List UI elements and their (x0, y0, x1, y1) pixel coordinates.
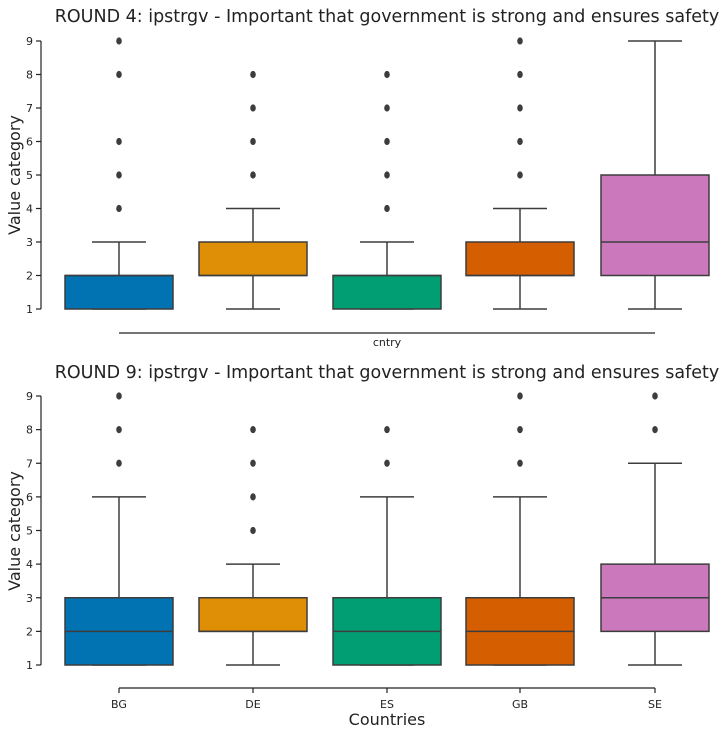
outlier-point (250, 526, 256, 535)
outlier-point (517, 459, 523, 467)
box-es (332, 426, 442, 666)
plot-area: 1 2 3 4 5 6 7 8 9 (26, 35, 710, 334)
iqr-box (332, 274, 442, 310)
outlier-point (384, 70, 390, 79)
box-de (198, 426, 308, 666)
iqr-box (64, 274, 174, 310)
y-tick-label: 9 (26, 390, 33, 403)
chart-panel-round-4: ROUND 4: ipstrgv - Important that govern… (5, 7, 719, 349)
outlier-point (517, 137, 523, 146)
outlier-point (116, 37, 122, 45)
outlier-point (116, 171, 122, 179)
y-tick-label: 6 (26, 491, 33, 504)
y-axis-label: Value category (5, 115, 24, 235)
y-tick-label: 1 (26, 303, 33, 316)
outlier-point (116, 392, 122, 400)
chart-title: ROUND 9: ipstrgv - Important that govern… (55, 363, 719, 383)
box-bg (64, 392, 174, 666)
outlier-point (116, 137, 122, 146)
iqr-box (198, 597, 308, 633)
y-tick-label: 2 (26, 625, 33, 638)
x-axis-label: cntry (373, 336, 402, 349)
box-gb (465, 392, 575, 666)
outlier-point (652, 392, 658, 400)
box-es (332, 70, 442, 310)
outlier-point (517, 70, 523, 79)
y-axis-label: Value category (5, 471, 24, 591)
x-tick-label: SE (648, 698, 662, 711)
chart-panel-round-9: ROUND 9: ipstrgv - Important that govern… (5, 363, 719, 729)
outlier-point (384, 137, 390, 146)
x-tick-label: ES (380, 698, 394, 711)
outlier-point (250, 137, 256, 146)
chart-title: ROUND 4: ipstrgv - Important that govern… (55, 7, 719, 27)
y-tick-label: 2 (26, 270, 33, 283)
plot-area: 1 2 3 4 5 6 7 8 9 BG DE ES GB SE (26, 390, 710, 711)
x-axis-label: Countries (349, 710, 426, 729)
outlier-point (116, 459, 122, 467)
y-tick-label: 3 (26, 592, 33, 605)
y-tick-label: 8 (26, 424, 33, 437)
x-tick-label: BG (111, 698, 127, 711)
iqr-box (465, 241, 575, 277)
outlier-point (384, 459, 390, 467)
outlier-point (116, 70, 122, 79)
outlier-point (517, 392, 523, 400)
outlier-point (250, 459, 256, 467)
y-tick-label: 8 (26, 69, 33, 82)
outlier-point (116, 204, 122, 213)
y-tick-label: 6 (26, 136, 33, 149)
outlier-point (384, 426, 390, 434)
y-tick-label: 4 (26, 203, 33, 216)
box-se (600, 392, 710, 666)
outlier-point (384, 171, 390, 179)
outlier-point (250, 70, 256, 79)
outlier-point (250, 426, 256, 434)
x-tick-label: GB (512, 698, 528, 711)
outlier-point (384, 204, 390, 213)
y-tick-label: 5 (26, 525, 33, 538)
outlier-point (384, 104, 390, 112)
outlier-point (517, 37, 523, 45)
y-tick-label: 5 (26, 169, 33, 182)
iqr-box (600, 174, 710, 277)
outlier-point (517, 426, 523, 434)
outlier-point (517, 104, 523, 112)
y-tick-label: 1 (26, 659, 33, 672)
outlier-point (250, 171, 256, 179)
outlier-point (250, 104, 256, 112)
y-tick-label: 4 (26, 558, 33, 571)
outlier-point (652, 426, 658, 434)
box-bg (64, 37, 174, 310)
x-tick-label: DE (245, 698, 260, 711)
y-tick-label: 9 (26, 35, 33, 48)
outlier-point (517, 171, 523, 179)
outlier-point (250, 493, 256, 501)
outlier-point (116, 426, 122, 434)
box-de (198, 70, 308, 310)
iqr-box (198, 241, 308, 277)
box-gb (465, 37, 575, 310)
y-tick-label: 3 (26, 236, 33, 249)
box-se (600, 40, 710, 310)
y-tick-label: 7 (26, 457, 33, 470)
y-tick-label: 7 (26, 102, 33, 115)
